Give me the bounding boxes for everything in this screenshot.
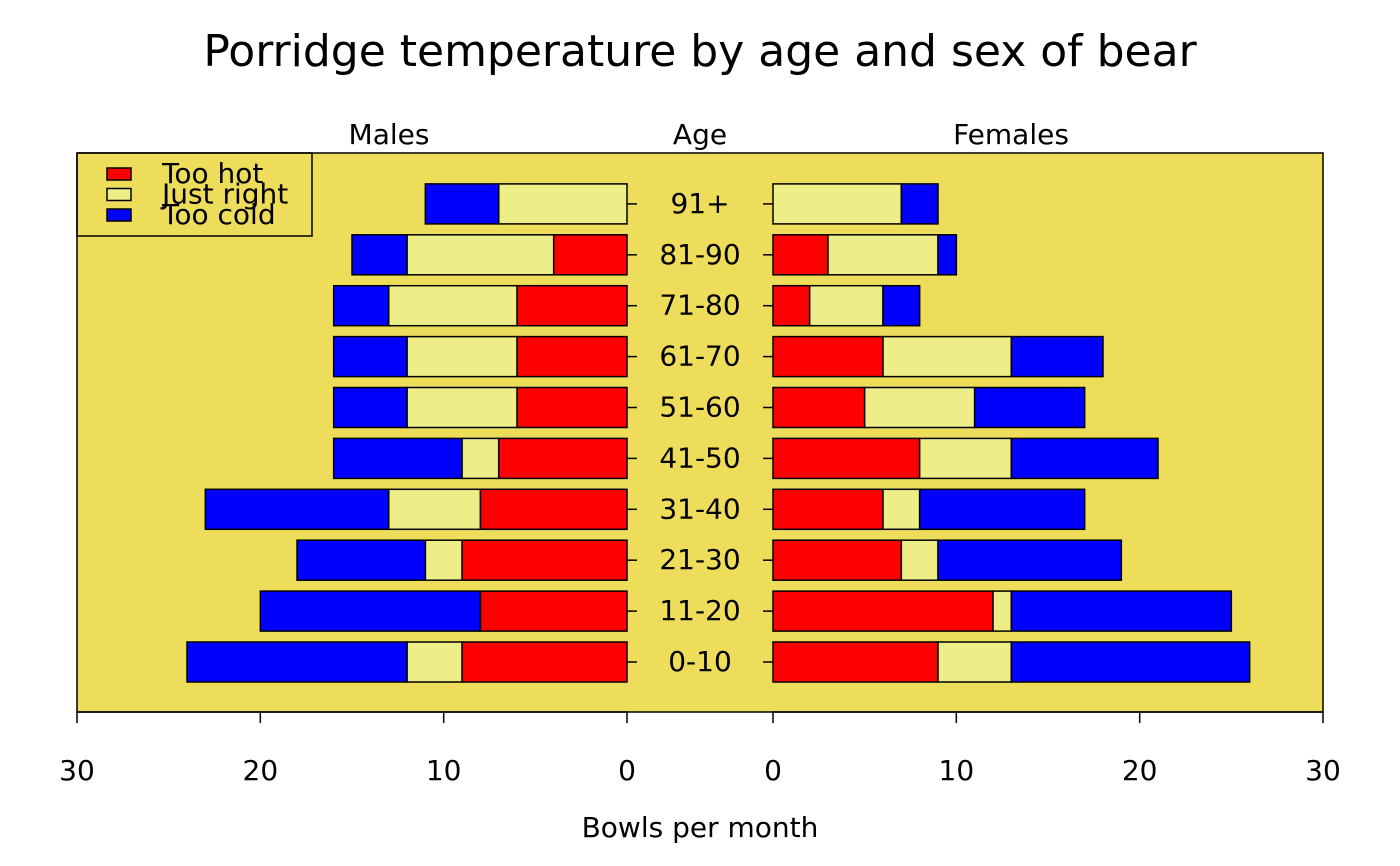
bar-segment — [406, 386, 518, 429]
bar-segment — [479, 488, 628, 531]
bar-segment — [772, 234, 829, 276]
legend-swatch — [106, 167, 132, 181]
legend-swatch — [106, 208, 132, 222]
bar-segment — [772, 284, 811, 327]
x-tick-label: 0 — [618, 754, 636, 787]
bar-segment — [772, 183, 903, 225]
bar-segment — [406, 234, 555, 276]
bar-segment — [1010, 590, 1233, 632]
bar-segment — [387, 284, 518, 327]
x-tick-label: 10 — [426, 754, 462, 787]
category-label: 81-90 — [659, 238, 740, 271]
bar-segment — [918, 437, 1013, 480]
bar-segment — [808, 284, 884, 327]
bar-segment — [918, 488, 1086, 531]
bar-segment — [424, 539, 463, 581]
bar-segment — [332, 386, 408, 429]
bar-segment — [296, 539, 427, 581]
category-label: 21-30 — [659, 543, 740, 576]
bar-segment — [424, 183, 500, 225]
chart-title: Porridge temperature by age and sex of b… — [203, 26, 1197, 77]
legend-label: Too hot — [161, 157, 263, 190]
category-label: 91+ — [670, 187, 729, 220]
bar-segment — [516, 284, 628, 327]
bar-segment — [516, 386, 628, 429]
bar-segment — [1010, 641, 1251, 683]
right-panel-label: Females — [953, 118, 1069, 151]
bar-segment — [863, 386, 976, 429]
bar-segment — [186, 641, 408, 683]
bar-segment — [882, 284, 921, 327]
legend-box — [76, 152, 313, 237]
bar-segment — [497, 437, 628, 480]
bar-segment — [259, 590, 482, 632]
bar-segment — [772, 641, 939, 683]
category-label: 11-20 — [659, 594, 740, 627]
left-panel-label: Males — [349, 118, 430, 151]
bar-segment — [1010, 335, 1104, 378]
bar-segment — [900, 539, 939, 581]
bar-segment — [479, 590, 628, 632]
bar-segment — [204, 488, 390, 531]
center-label: Age — [673, 118, 727, 151]
bar-segment — [937, 641, 1013, 683]
bar-segment — [552, 234, 628, 276]
category-label: 0-10 — [668, 645, 732, 678]
bar-segment — [882, 488, 921, 531]
bar-segment — [772, 488, 884, 531]
bar-segment — [772, 590, 994, 632]
bar-segment — [900, 183, 939, 225]
bar-segment — [351, 234, 408, 276]
bar-segment — [937, 234, 958, 276]
bar-segment — [772, 335, 884, 378]
bar-segment — [772, 386, 866, 429]
x-tick-label: 30 — [59, 754, 95, 787]
legend-swatch — [106, 187, 132, 202]
x-tick-label: 20 — [243, 754, 279, 787]
x-tick-label: 30 — [1305, 754, 1341, 787]
x-axis-label: Bowls per month — [582, 811, 819, 844]
bar-segment — [992, 590, 1013, 632]
bar-segment — [461, 437, 500, 480]
bar-segment — [497, 183, 628, 225]
category-label: 71-80 — [659, 289, 740, 322]
bar-segment — [332, 437, 463, 480]
category-label: 31-40 — [659, 492, 740, 525]
bar-segment — [406, 335, 518, 378]
bar-segment — [461, 539, 628, 581]
legend-label: Too cold — [161, 198, 276, 231]
bar-segment — [772, 539, 903, 581]
bar-segment — [406, 641, 463, 683]
bar-segment — [516, 335, 628, 378]
bar-segment — [937, 539, 1123, 581]
x-tick-label: 20 — [1122, 754, 1158, 787]
bar-segment — [827, 234, 939, 276]
x-tick-label: 10 — [939, 754, 975, 787]
bar-segment — [461, 641, 628, 683]
bar-segment — [332, 335, 408, 378]
bar-segment — [1010, 437, 1159, 480]
x-tick-label: 0 — [764, 754, 782, 787]
bar-segment — [882, 335, 1013, 378]
category-label: 51-60 — [659, 391, 740, 424]
bar-segment — [973, 386, 1086, 429]
bar-segment — [387, 488, 482, 531]
bar-segment — [332, 284, 390, 327]
category-label: 41-50 — [659, 441, 740, 474]
bar-segment — [772, 437, 921, 480]
category-label: 61-70 — [659, 340, 740, 373]
legend-label: Just right — [160, 178, 288, 211]
